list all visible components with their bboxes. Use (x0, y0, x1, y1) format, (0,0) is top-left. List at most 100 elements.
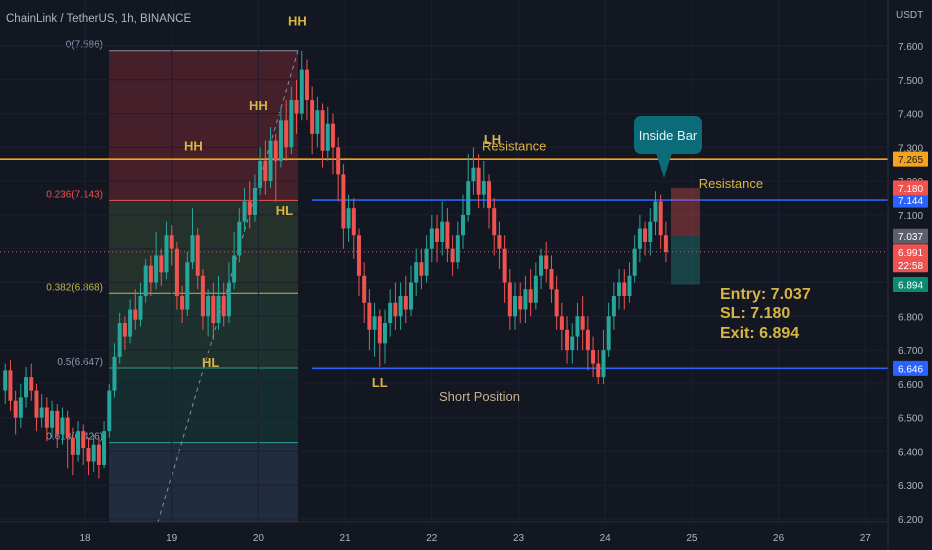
y-tick-label: 7.400 (898, 110, 923, 121)
candle (211, 282, 216, 340)
candle-body (247, 201, 252, 215)
candle (128, 299, 133, 344)
candle (658, 194, 663, 249)
candle (263, 140, 268, 195)
candle-body (580, 316, 585, 330)
candle-body (643, 228, 648, 242)
x-tick-label: 23 (513, 533, 525, 544)
candle-body (18, 397, 23, 418)
candle-body (81, 431, 86, 449)
candle-body (523, 289, 528, 310)
candle (242, 187, 247, 232)
candle-body (471, 167, 476, 182)
candle-body (299, 69, 304, 114)
x-tick-label: 27 (860, 533, 872, 544)
candle-body (325, 123, 330, 151)
candle-body (76, 431, 81, 455)
y-tick-label: 6.600 (898, 380, 923, 391)
candle-body (653, 201, 658, 222)
fib-label-0: 0(7.586) (66, 40, 103, 51)
callout-pointer (656, 153, 672, 178)
candle-body (237, 221, 242, 256)
candle-body (252, 187, 257, 215)
candle-body (367, 302, 372, 330)
candle-body (24, 377, 29, 398)
candle (591, 336, 596, 378)
candle (372, 302, 377, 357)
candle-body (372, 316, 377, 330)
candle (117, 312, 122, 364)
short-position-box[interactable] (671, 187, 700, 285)
candle-body (304, 69, 309, 101)
annotation-hh: HH (288, 14, 307, 29)
candle (450, 235, 455, 276)
candle-body (637, 228, 642, 249)
candle (554, 275, 559, 330)
candle (497, 221, 502, 269)
candle-body (65, 417, 70, 438)
candle-body (143, 265, 148, 297)
candles (3, 50, 668, 479)
candle (268, 127, 273, 188)
candle (502, 235, 507, 303)
candle (273, 133, 278, 202)
tag-support-blue: 6.646 (893, 360, 928, 376)
annotation-resistance: Resistance (482, 139, 546, 154)
candle (414, 248, 419, 297)
candle-body (117, 323, 122, 357)
candle-body (164, 235, 169, 273)
candle-body (544, 255, 549, 269)
tag-7.180: 7.180 (893, 180, 928, 196)
candle-body (154, 255, 159, 283)
x-tick-label: 22 (426, 533, 438, 544)
currency-label: USDT (896, 10, 923, 21)
candle (252, 174, 257, 222)
candle (258, 147, 263, 195)
candle-body (570, 336, 575, 351)
candle (325, 106, 330, 161)
candle (518, 282, 523, 324)
candle (544, 241, 549, 283)
candle (617, 268, 622, 310)
candle (159, 248, 164, 286)
candle-body (263, 160, 268, 182)
entry-text: Entry: 7.037 (720, 286, 811, 303)
callout-box (634, 116, 702, 154)
candle-body (60, 417, 65, 435)
y-tick-label: 6.700 (898, 346, 923, 357)
candle-body (617, 282, 622, 297)
inside-bar-callout[interactable]: Inside Bar (634, 116, 702, 178)
candle (70, 427, 75, 476)
candle-body (554, 289, 559, 317)
candle (429, 214, 434, 263)
candle (580, 296, 585, 351)
candle-body (294, 100, 299, 114)
candle-body (107, 390, 112, 432)
candle-body (112, 356, 117, 391)
candle (86, 437, 91, 476)
candle (507, 268, 512, 330)
candle (39, 393, 44, 428)
annotation-hl: HL (202, 355, 219, 370)
candle-body (528, 289, 533, 303)
candle (102, 421, 107, 469)
candle (622, 268, 627, 310)
candle-body (445, 221, 450, 249)
tag-countdown: 22:58 (898, 261, 923, 272)
candle (575, 302, 580, 351)
candle (107, 383, 112, 438)
tag-6.894: 6.894 (893, 277, 928, 293)
candle (174, 241, 179, 310)
annotation-hh: HH (249, 98, 268, 113)
candle-body (13, 400, 18, 418)
x-tick-label: 18 (79, 533, 91, 544)
candle-body (549, 268, 554, 290)
candle-body (414, 262, 419, 283)
candle-body (435, 228, 440, 242)
candle-body (128, 309, 133, 337)
candle (336, 137, 341, 202)
y-tick-label: 7.100 (898, 211, 923, 222)
candle (304, 59, 309, 121)
candle-body (585, 329, 590, 351)
